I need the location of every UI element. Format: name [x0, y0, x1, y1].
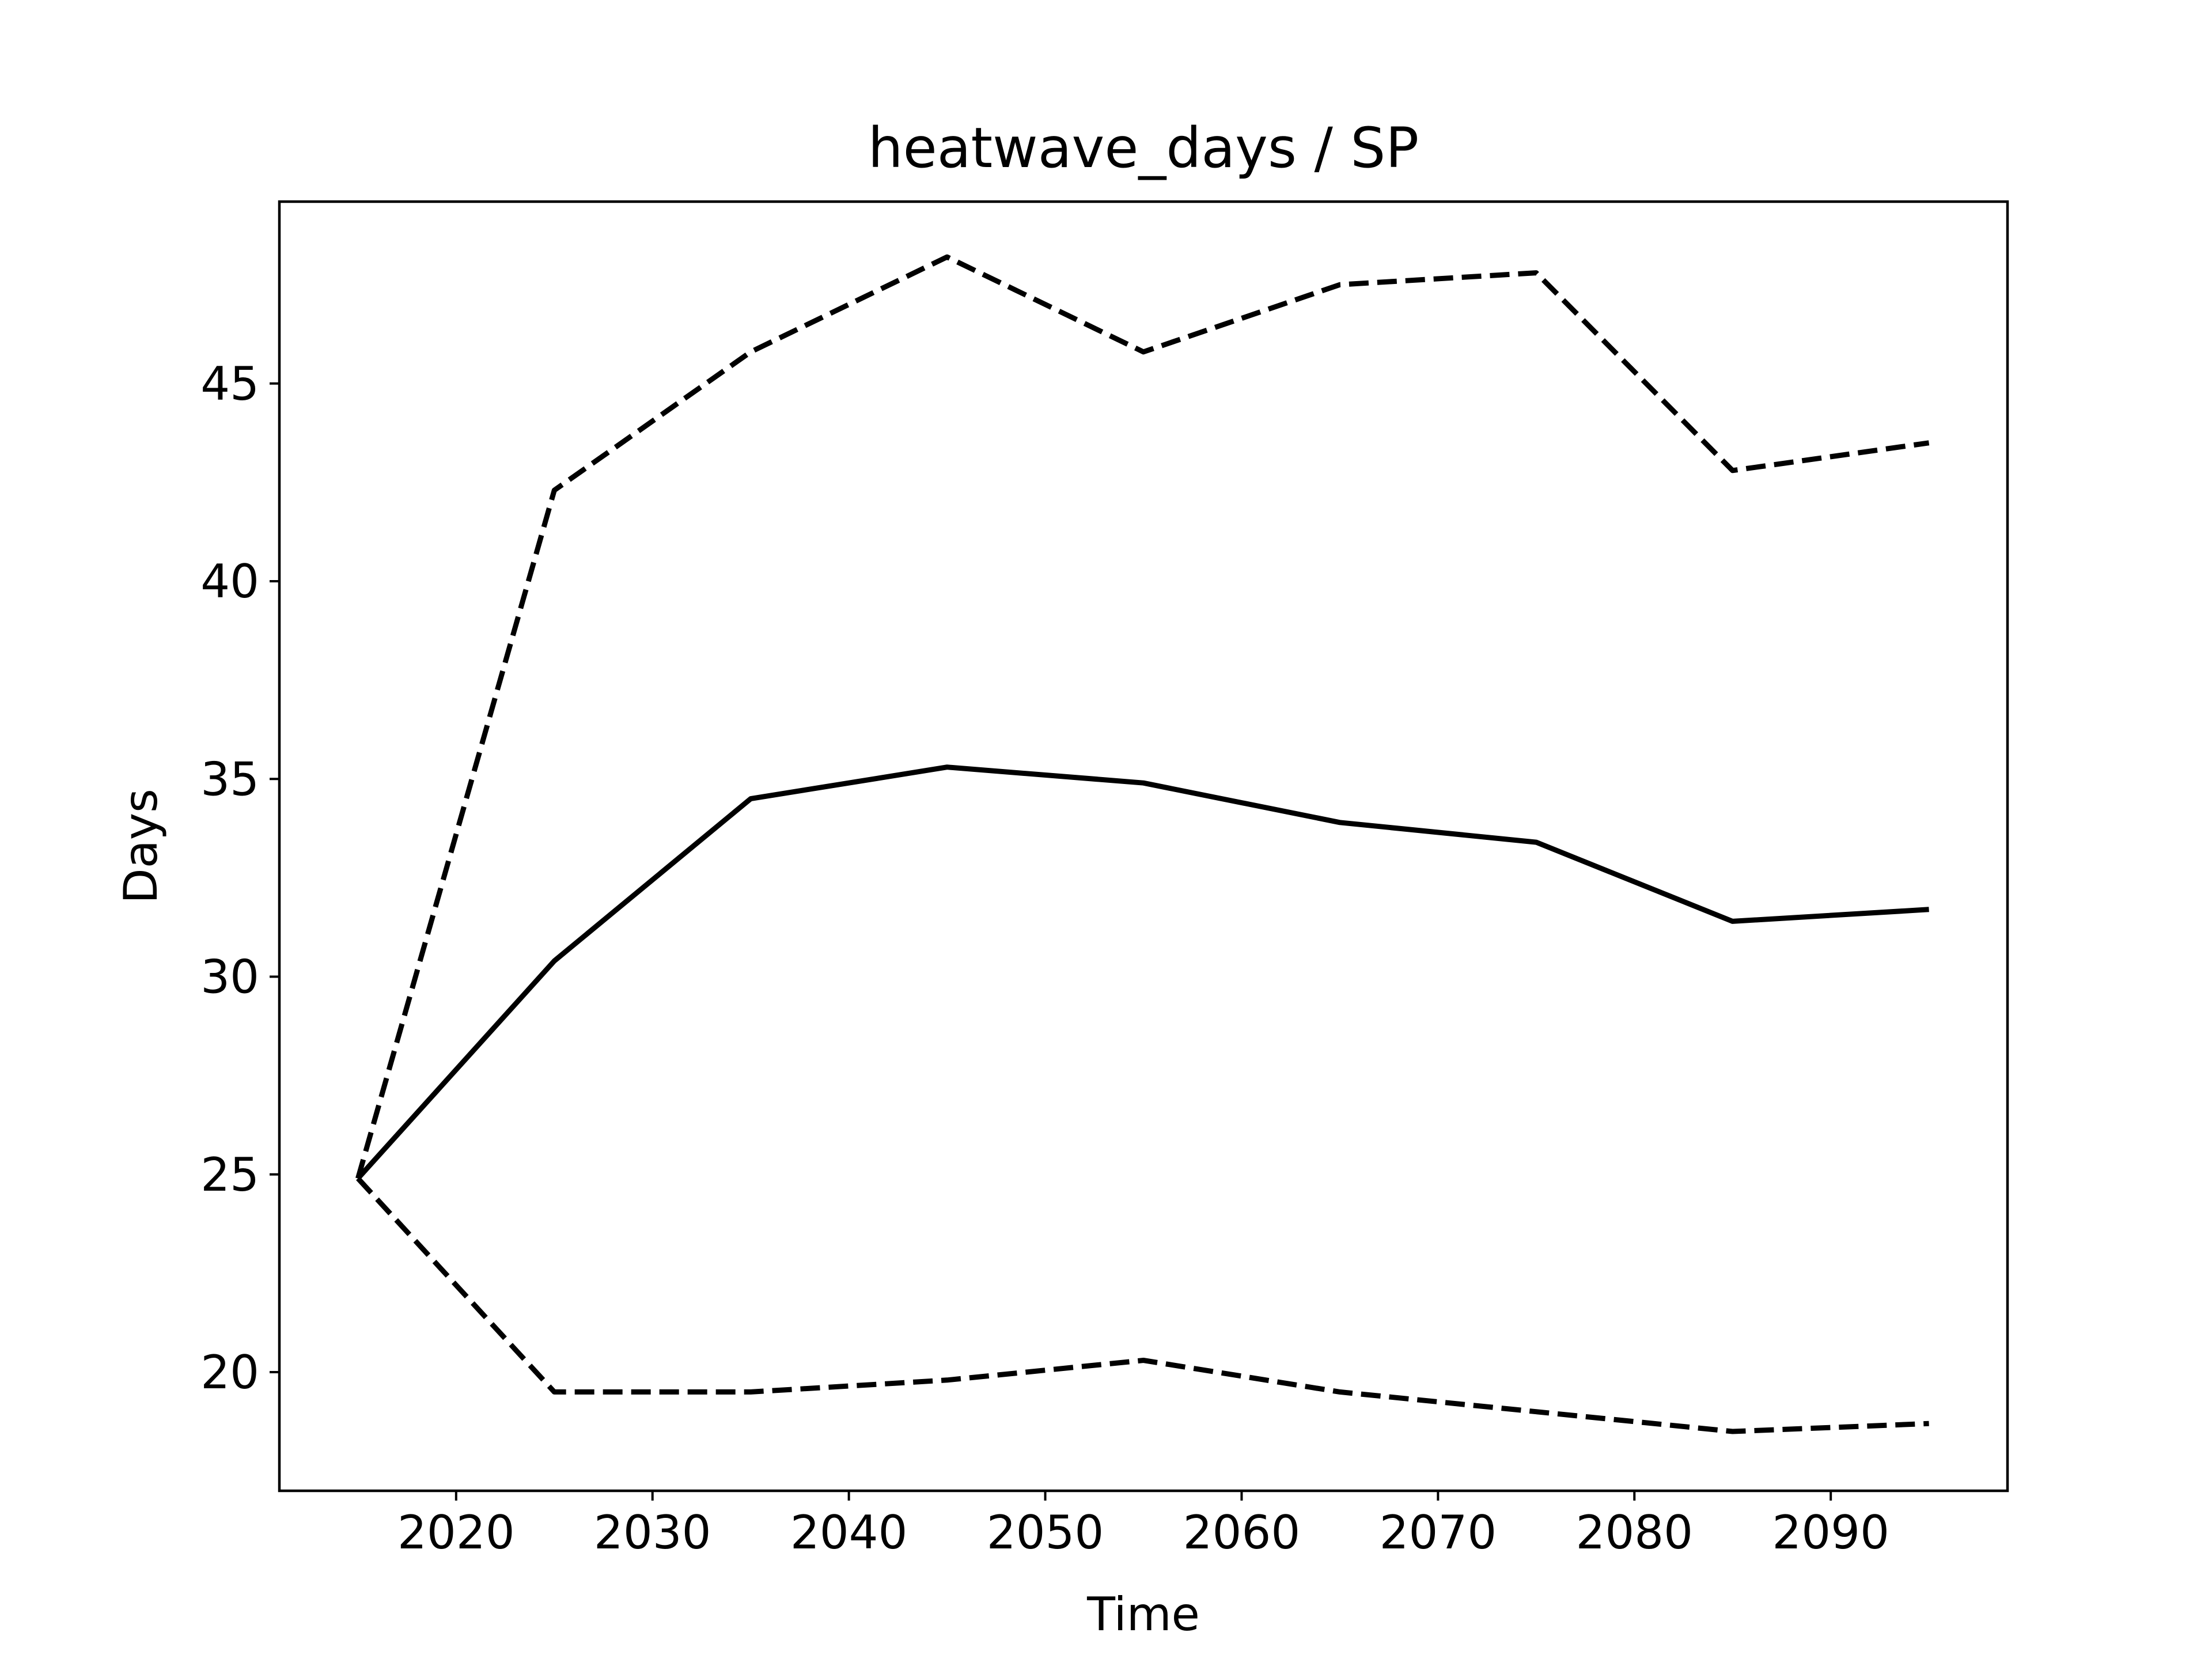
plot-lines: [355, 254, 1930, 1434]
x-tick-label: 2040: [790, 1506, 908, 1559]
series-line-1: [356, 764, 1929, 1180]
series-line-3: [356, 1176, 1929, 1434]
x-tick-label: 2090: [1772, 1506, 1889, 1559]
y-tick-label: 45: [200, 357, 259, 411]
x-tick-label: 2080: [1575, 1506, 1693, 1559]
chart-title: heatwave_days / SP: [868, 116, 1419, 180]
x-tick-label: 2030: [594, 1506, 711, 1559]
x-tick-label: 2060: [1183, 1506, 1301, 1559]
y-tick-label: 20: [200, 1346, 259, 1399]
x-axis-label: Time: [1086, 1588, 1200, 1641]
x-tick-label: 2070: [1380, 1506, 1497, 1559]
y-tick-label: 35: [200, 752, 259, 806]
plot-frame: [278, 200, 2009, 1493]
series-line-2: [355, 254, 1930, 1179]
x-tick-label: 2020: [397, 1506, 515, 1559]
y-tick-label: 25: [200, 1148, 259, 1202]
x-tick-label: 2050: [987, 1506, 1104, 1559]
y-tick-label: 30: [200, 950, 259, 1004]
y-tick-label: 40: [200, 555, 259, 608]
x-axis-ticks: 2020 2030 2040 2050 2060 2070 2080 2090: [397, 1491, 1889, 1559]
y-axis-label: Days: [114, 789, 168, 904]
y-axis-ticks: 20 25 30 35 40 45: [200, 357, 279, 1399]
